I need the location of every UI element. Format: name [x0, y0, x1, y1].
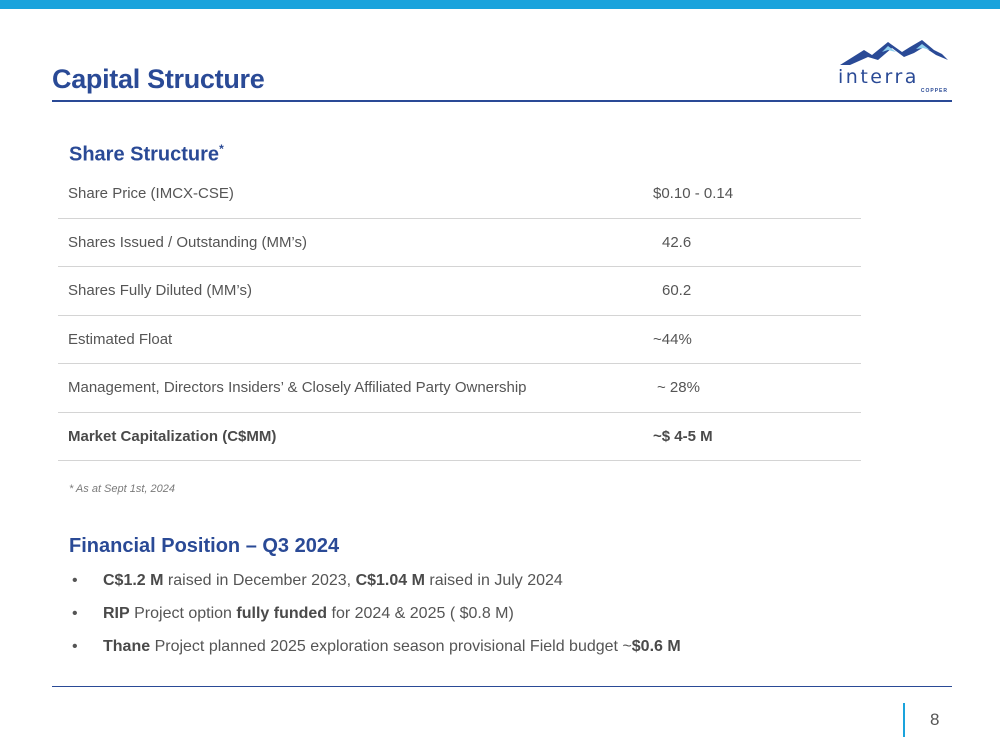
mountain-logo-icon	[840, 40, 948, 65]
bullet-text: raised in December 2023,	[163, 572, 356, 589]
title-underline	[52, 100, 952, 102]
bullet-text: for 2024 & 2025 ( $0.8 M)	[327, 605, 514, 622]
bullet-bold: $0.6 M	[631, 638, 681, 655]
bullet-bold: Thane	[103, 638, 151, 655]
bullet-bold: C$1.04 M	[355, 572, 425, 589]
footnote: * As at Sept 1st, 2024	[69, 483, 175, 495]
row-label: Share Price (IMCX-CSE)	[68, 185, 234, 202]
bullet-text: Project option	[129, 605, 237, 622]
row-label: Estimated Float	[68, 330, 173, 348]
footer-divider	[52, 686, 952, 687]
logo-wordmark: interra	[838, 66, 919, 88]
table-row: Market Capitalization (C$MM) ~$ 4-5 M	[58, 413, 861, 461]
share-structure-title: Share Structure	[69, 143, 220, 166]
footnote-marker: *	[219, 142, 224, 156]
share-structure-table: Share Price (IMCX-CSE) $0.10 - 0.14 Shar…	[58, 170, 861, 461]
bullet-icon: •	[72, 572, 78, 589]
row-label: Shares Fully Diluted (MM’s)	[68, 282, 252, 299]
bullet-icon: •	[72, 605, 78, 622]
share-structure-heading: Share Structure*	[69, 142, 224, 167]
logo-subtext: COPPER	[920, 88, 948, 94]
row-label: Management, Directors Insiders’ & Closel…	[68, 379, 527, 396]
row-value: 60.2	[662, 282, 692, 299]
row-value: ~ 28%	[657, 379, 700, 396]
slide-title: Capital Structure	[52, 64, 265, 94]
bullet-bold: fully funded	[236, 605, 328, 622]
page-number: 8	[930, 710, 940, 729]
table-row: Shares Fully Diluted (MM’s) 60.2	[58, 267, 861, 316]
row-label: Market Capitalization (C$MM)	[68, 427, 277, 445]
page-number-separator	[903, 703, 905, 737]
row-value: ~$ 4-5 M	[653, 427, 713, 445]
row-value: ~44%	[653, 330, 692, 348]
row-value: $0.10 - 0.14	[653, 185, 734, 202]
table-row: Estimated Float ~44%	[58, 316, 861, 364]
table-row: Management, Directors Insiders’ & Closel…	[58, 364, 861, 413]
company-logo: interra COPPER	[838, 38, 950, 94]
bullet-text: raised in July 2024	[424, 572, 563, 589]
financial-position-title: Financial Position – Q3 2024	[69, 535, 340, 557]
table-row: Shares Issued / Outstanding (MM’s) 42.6	[58, 219, 861, 267]
row-value: 42.6	[662, 233, 692, 251]
bullet-bold: RIP	[103, 605, 130, 622]
table-row: Share Price (IMCX-CSE) $0.10 - 0.14	[58, 170, 861, 219]
bullet-bold: C$1.2 M	[103, 572, 164, 589]
bullet-icon: •	[72, 638, 78, 655]
row-label: Shares Issued / Outstanding (MM’s)	[68, 233, 307, 251]
top-accent-bar	[0, 0, 1000, 9]
bullet-text: Project planned 2025 exploration season …	[150, 638, 632, 655]
